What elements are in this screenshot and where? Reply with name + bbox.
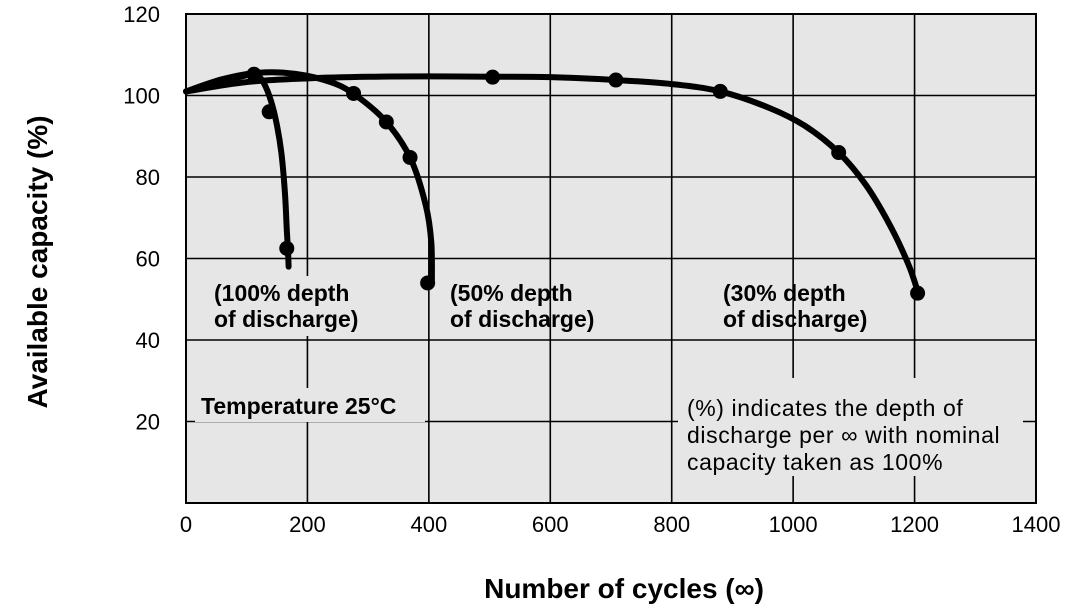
series-0-point-2 bbox=[279, 240, 295, 256]
series-2-point-4 bbox=[910, 285, 926, 301]
annotation-50-depth: (50% depth of discharge) bbox=[450, 280, 594, 332]
x-tick-1000: 1000 bbox=[769, 512, 818, 537]
annotation-100-depth: (100% depth of discharge) bbox=[214, 280, 358, 332]
x-tick-1400: 1400 bbox=[1012, 512, 1061, 537]
x-tick-400: 400 bbox=[410, 512, 447, 537]
annotation-100-line2: of discharge) bbox=[214, 306, 358, 332]
series-2-point-0 bbox=[485, 69, 501, 85]
x-tick-600: 600 bbox=[532, 512, 569, 537]
y-tick-20: 20 bbox=[136, 410, 160, 435]
series-2-point-2 bbox=[712, 83, 728, 99]
annotation-50-line1: (50% depth bbox=[450, 280, 573, 306]
y-axis-title: Available capacity (%) bbox=[22, 115, 53, 408]
series-1-point-0 bbox=[346, 85, 362, 101]
label-mask-note bbox=[678, 378, 1023, 476]
x-tick-1200: 1200 bbox=[890, 512, 939, 537]
series-line-2 bbox=[183, 73, 921, 295]
label-mask-100 bbox=[188, 276, 416, 336]
y-tick-labels: 20 40 60 80 100 120 bbox=[123, 2, 160, 435]
series-2-point-1 bbox=[608, 72, 624, 88]
series-markers bbox=[246, 66, 926, 301]
series-0-point-0 bbox=[246, 66, 262, 82]
y-tick-60: 60 bbox=[136, 247, 160, 272]
plot-frame bbox=[185, 13, 1037, 504]
annotation-100-line1: (100% depth bbox=[214, 280, 349, 306]
temperature-annotation: Temperature 25°C bbox=[201, 393, 396, 419]
annotation-30-line1: (30% depth bbox=[723, 280, 846, 306]
annotation-30-depth: (30% depth of discharge) bbox=[723, 280, 867, 332]
series-2-point-3 bbox=[831, 145, 847, 161]
y-tick-120: 120 bbox=[123, 2, 160, 27]
series-1-point-1 bbox=[378, 114, 394, 130]
x-axis-title: Number of cycles (∞) bbox=[484, 573, 764, 604]
depth-note: (%) indicates the depth of discharge per… bbox=[687, 395, 1000, 475]
note-line2: discharge per ∞ with nominal bbox=[687, 422, 1000, 448]
series-1-point-2 bbox=[402, 149, 418, 165]
annotation-50-line2: of discharge) bbox=[450, 306, 594, 332]
x-tick-800: 800 bbox=[653, 512, 690, 537]
x-tick-labels: 0 200 400 600 800 1000 1200 1400 bbox=[180, 512, 1061, 537]
note-line1: (%) indicates the depth of bbox=[687, 395, 963, 421]
y-tick-80: 80 bbox=[136, 165, 160, 190]
x-tick-0: 0 bbox=[180, 512, 192, 537]
series-1-point-3 bbox=[420, 275, 436, 291]
note-line3: capacity taken as 100% bbox=[687, 449, 943, 475]
label-mask-temperature bbox=[195, 388, 425, 422]
series-0-point-1 bbox=[261, 104, 277, 120]
y-tick-100: 100 bbox=[123, 84, 160, 109]
annotation-30-line2: of discharge) bbox=[723, 306, 867, 332]
y-tick-40: 40 bbox=[136, 328, 160, 353]
x-tick-200: 200 bbox=[289, 512, 326, 537]
